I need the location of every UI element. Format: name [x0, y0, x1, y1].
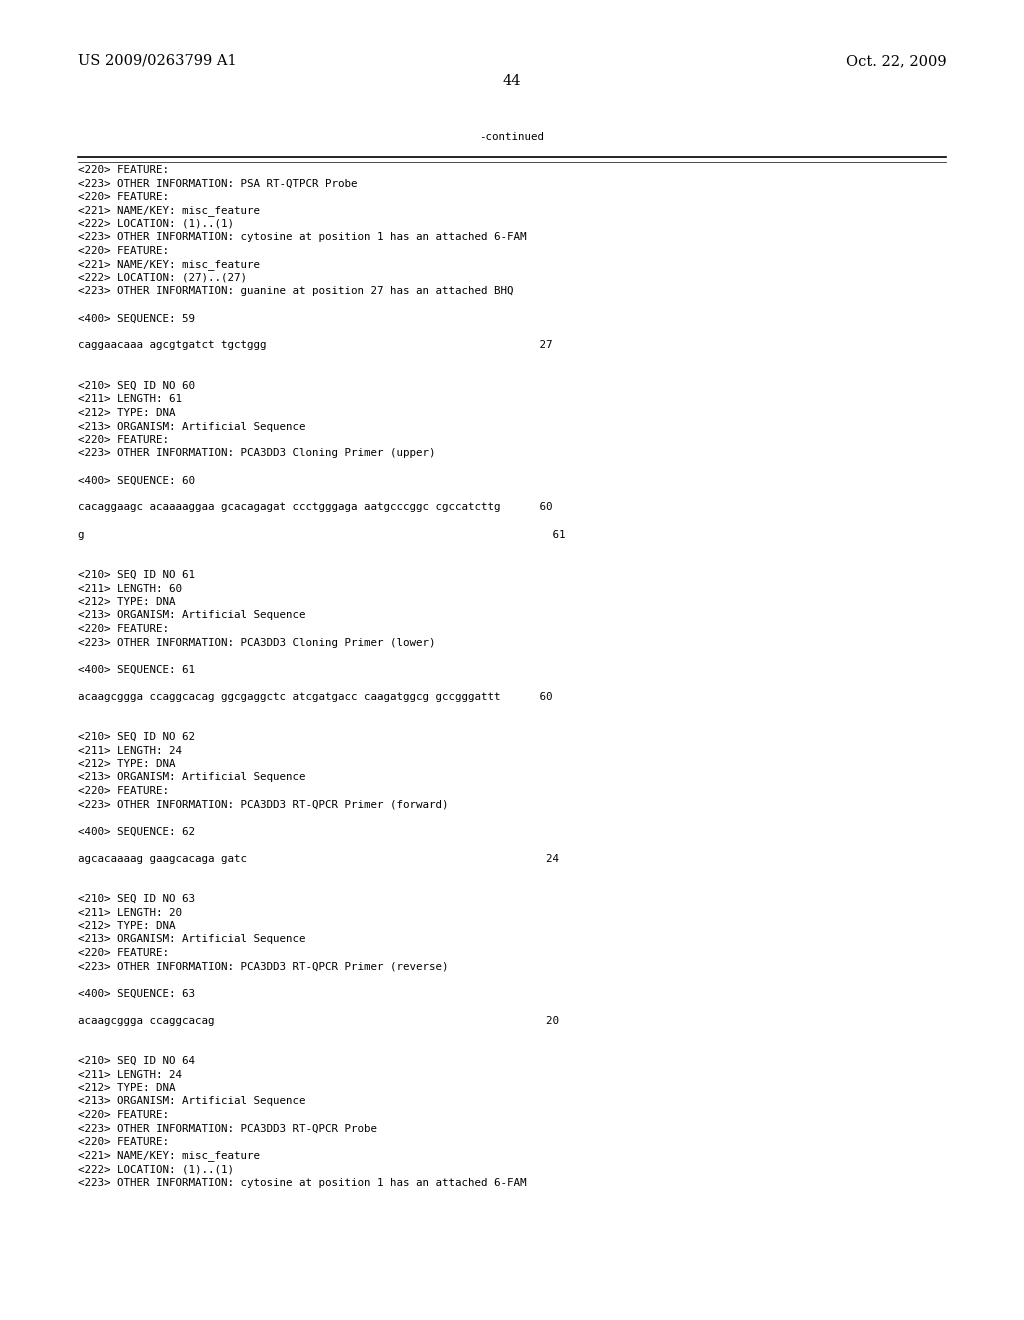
Text: <220> FEATURE:: <220> FEATURE:	[78, 624, 169, 634]
Text: <223> OTHER INFORMATION: PCA3DD3 RT-QPCR Primer (forward): <223> OTHER INFORMATION: PCA3DD3 RT-QPCR…	[78, 800, 449, 809]
Text: <223> OTHER INFORMATION: cytosine at position 1 has an attached 6-FAM: <223> OTHER INFORMATION: cytosine at pos…	[78, 1177, 526, 1188]
Text: <220> FEATURE:: <220> FEATURE:	[78, 436, 169, 445]
Text: <400> SEQUENCE: 62: <400> SEQUENCE: 62	[78, 826, 195, 837]
Text: <213> ORGANISM: Artificial Sequence: <213> ORGANISM: Artificial Sequence	[78, 610, 305, 620]
Text: <213> ORGANISM: Artificial Sequence: <213> ORGANISM: Artificial Sequence	[78, 935, 305, 945]
Text: <210> SEQ ID NO 60: <210> SEQ ID NO 60	[78, 381, 195, 391]
Text: <223> OTHER INFORMATION: PSA RT-QTPCR Probe: <223> OTHER INFORMATION: PSA RT-QTPCR Pr…	[78, 178, 357, 189]
Text: <221> NAME/KEY: misc_feature: <221> NAME/KEY: misc_feature	[78, 206, 260, 216]
Text: <220> FEATURE:: <220> FEATURE:	[78, 1110, 169, 1119]
Text: <210> SEQ ID NO 62: <210> SEQ ID NO 62	[78, 733, 195, 742]
Text: <223> OTHER INFORMATION: PCA3DD3 RT-QPCR Primer (reverse): <223> OTHER INFORMATION: PCA3DD3 RT-QPCR…	[78, 961, 449, 972]
Text: <223> OTHER INFORMATION: guanine at position 27 has an attached BHQ: <223> OTHER INFORMATION: guanine at posi…	[78, 286, 513, 297]
Text: <220> FEATURE:: <220> FEATURE:	[78, 191, 169, 202]
Text: acaagcggga ccaggcacag ggcgaggctc atcgatgacc caagatggcg gccgggattt      60: acaagcggga ccaggcacag ggcgaggctc atcgatg…	[78, 692, 552, 701]
Text: <212> TYPE: DNA: <212> TYPE: DNA	[78, 759, 175, 770]
Text: <210> SEQ ID NO 61: <210> SEQ ID NO 61	[78, 570, 195, 579]
Text: <220> FEATURE:: <220> FEATURE:	[78, 1137, 169, 1147]
Text: 44: 44	[503, 74, 521, 88]
Text: cacaggaagc acaaaaggaa gcacagagat ccctgggaga aatgcccggc cgccatcttg      60: cacaggaagc acaaaaggaa gcacagagat ccctggg…	[78, 503, 552, 512]
Text: <211> LENGTH: 60: <211> LENGTH: 60	[78, 583, 182, 594]
Text: g                                                                        61: g 61	[78, 529, 565, 540]
Text: US 2009/0263799 A1: US 2009/0263799 A1	[78, 54, 237, 69]
Text: <220> FEATURE:: <220> FEATURE:	[78, 246, 169, 256]
Text: <211> LENGTH: 20: <211> LENGTH: 20	[78, 908, 182, 917]
Text: <212> TYPE: DNA: <212> TYPE: DNA	[78, 921, 175, 931]
Text: <400> SEQUENCE: 60: <400> SEQUENCE: 60	[78, 475, 195, 486]
Text: <223> OTHER INFORMATION: PCA3DD3 RT-QPCR Probe: <223> OTHER INFORMATION: PCA3DD3 RT-QPCR…	[78, 1123, 377, 1134]
Text: <220> FEATURE:: <220> FEATURE:	[78, 785, 169, 796]
Text: <211> LENGTH: 24: <211> LENGTH: 24	[78, 746, 182, 755]
Text: <210> SEQ ID NO 63: <210> SEQ ID NO 63	[78, 894, 195, 904]
Text: <400> SEQUENCE: 59: <400> SEQUENCE: 59	[78, 314, 195, 323]
Text: acaagcggga ccaggcacag                                                   20: acaagcggga ccaggcacag 20	[78, 1015, 559, 1026]
Text: <211> LENGTH: 61: <211> LENGTH: 61	[78, 395, 182, 404]
Text: <221> NAME/KEY: misc_feature: <221> NAME/KEY: misc_feature	[78, 260, 260, 271]
Text: <211> LENGTH: 24: <211> LENGTH: 24	[78, 1069, 182, 1080]
Text: <210> SEQ ID NO 64: <210> SEQ ID NO 64	[78, 1056, 195, 1067]
Text: <222> LOCATION: (27)..(27): <222> LOCATION: (27)..(27)	[78, 273, 247, 282]
Text: <212> TYPE: DNA: <212> TYPE: DNA	[78, 408, 175, 418]
Text: <212> TYPE: DNA: <212> TYPE: DNA	[78, 1082, 175, 1093]
Text: <221> NAME/KEY: misc_feature: <221> NAME/KEY: misc_feature	[78, 1151, 260, 1162]
Text: <212> TYPE: DNA: <212> TYPE: DNA	[78, 597, 175, 607]
Text: <213> ORGANISM: Artificial Sequence: <213> ORGANISM: Artificial Sequence	[78, 1097, 305, 1106]
Text: <400> SEQUENCE: 61: <400> SEQUENCE: 61	[78, 664, 195, 675]
Text: <223> OTHER INFORMATION: PCA3DD3 Cloning Primer (lower): <223> OTHER INFORMATION: PCA3DD3 Cloning…	[78, 638, 435, 648]
Text: <222> LOCATION: (1)..(1): <222> LOCATION: (1)..(1)	[78, 219, 233, 228]
Text: agcacaaaag gaagcacaga gatc                                              24: agcacaaaag gaagcacaga gatc 24	[78, 854, 559, 863]
Text: <223> OTHER INFORMATION: cytosine at position 1 has an attached 6-FAM: <223> OTHER INFORMATION: cytosine at pos…	[78, 232, 526, 243]
Text: Oct. 22, 2009: Oct. 22, 2009	[846, 54, 946, 69]
Text: <213> ORGANISM: Artificial Sequence: <213> ORGANISM: Artificial Sequence	[78, 421, 305, 432]
Text: <223> OTHER INFORMATION: PCA3DD3 Cloning Primer (upper): <223> OTHER INFORMATION: PCA3DD3 Cloning…	[78, 449, 435, 458]
Text: <220> FEATURE:: <220> FEATURE:	[78, 948, 169, 958]
Text: <213> ORGANISM: Artificial Sequence: <213> ORGANISM: Artificial Sequence	[78, 772, 305, 783]
Text: <220> FEATURE:: <220> FEATURE:	[78, 165, 169, 176]
Text: -continued: -continued	[479, 132, 545, 143]
Text: <222> LOCATION: (1)..(1): <222> LOCATION: (1)..(1)	[78, 1164, 233, 1173]
Text: caggaacaaa agcgtgatct tgctggg                                          27: caggaacaaa agcgtgatct tgctggg 27	[78, 341, 552, 351]
Text: <400> SEQUENCE: 63: <400> SEQUENCE: 63	[78, 989, 195, 998]
